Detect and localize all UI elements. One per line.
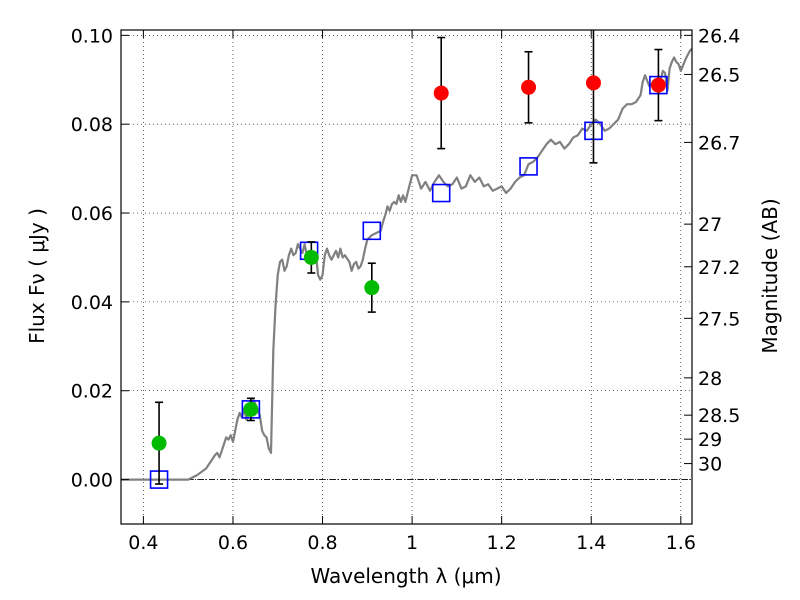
x-tick-label: 0.6	[218, 532, 248, 554]
x-tick-label: 0.8	[307, 532, 337, 554]
magnitude-tick-label: 26.7	[698, 132, 740, 154]
x-axis-label: Wavelength λ (μm)	[310, 564, 501, 588]
red-data-point	[585, 75, 601, 91]
x-tick-label: 1	[406, 532, 418, 554]
y-tick-label: 0.02	[71, 381, 113, 403]
x-tick-label: 1.2	[487, 532, 517, 554]
magnitude-tick-label: 27	[698, 214, 722, 236]
red-data-point	[521, 79, 537, 95]
model-square-point	[431, 183, 451, 203]
magnitude-tick-label: 28.5	[698, 405, 740, 427]
green-data-point	[243, 401, 259, 417]
model-square-point	[362, 221, 382, 241]
red-data-point	[433, 85, 449, 101]
magnitude-tick-label: 30	[698, 454, 722, 476]
x-tick-label: 0.4	[128, 532, 158, 554]
y-axis: 0.00 0.02 0.04 0.06 0.08 0.10	[71, 25, 129, 492]
y-axis-label: Flux Fν ( μJy )	[25, 208, 49, 344]
plot-area	[121, 30, 692, 489]
magnitude-tick-label: 29	[698, 429, 722, 451]
y-tick-label: 0.00	[71, 470, 113, 492]
x-axis: 0.4 0.6 0.8 1 1.2 1.4 1.6	[128, 30, 696, 554]
y-tick-label: 0.06	[71, 203, 113, 225]
x-tick-label: 1.4	[576, 532, 606, 554]
y-tick-label: 0.08	[71, 114, 113, 136]
magnitude-axis: 26.4 26.5 26.7 27 27.2 27.5 28 28.529 30	[684, 25, 740, 476]
green-data-point	[303, 249, 319, 265]
data-layer	[121, 30, 692, 489]
magnitude-tick-label: 27.2	[698, 257, 740, 279]
magnitude-axis-label: Magnitude (AB)	[758, 198, 782, 353]
magnitude-tick-label: 26.4	[698, 25, 740, 47]
axes-frame	[120, 29, 693, 525]
spectrum-line	[121, 47, 692, 481]
y-tick-label: 0.10	[71, 25, 113, 47]
x-tick-label: 1.6	[666, 532, 696, 554]
green-data-point	[151, 435, 167, 451]
green-data-point	[364, 280, 380, 296]
model-square-point	[519, 157, 538, 176]
grid-lines	[121, 30, 692, 524]
magnitude-tick-label: 28	[698, 368, 722, 390]
red-data-point	[650, 77, 666, 93]
magnitude-tick-label: 27.5	[698, 308, 740, 330]
magnitude-tick-label: 26.5	[698, 64, 740, 86]
y-tick-label: 0.04	[71, 292, 113, 314]
